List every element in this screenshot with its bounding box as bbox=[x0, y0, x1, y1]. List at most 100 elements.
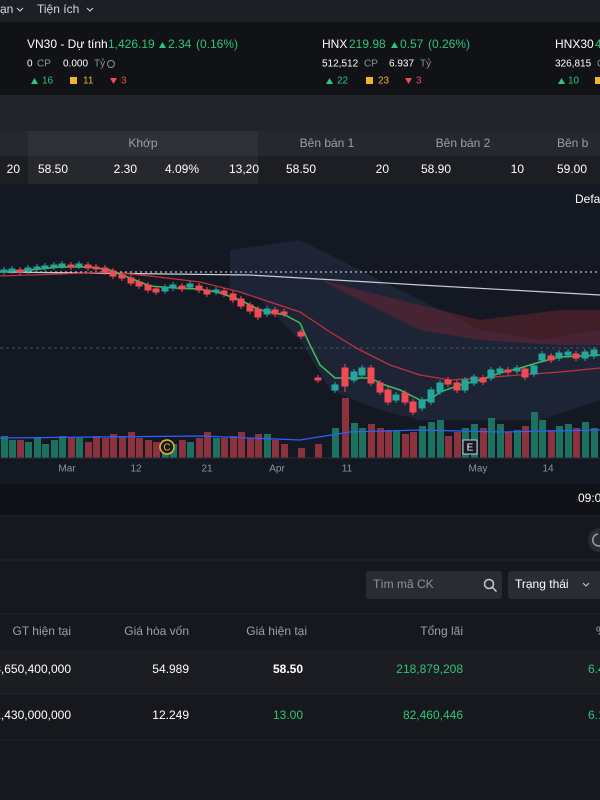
table-cell: 12.249 bbox=[152, 708, 189, 722]
up-icon bbox=[159, 42, 166, 48]
table-cell: 82,460,446 bbox=[403, 708, 463, 722]
index-volume: 0 bbox=[27, 59, 33, 70]
index-amount: 6.937 bbox=[389, 59, 414, 70]
table-cell: 218,879,208 bbox=[396, 662, 463, 676]
table-header: GT hiện tại bbox=[13, 624, 71, 638]
table-cell: 6.4 bbox=[588, 662, 600, 676]
board-cell: 4.09% bbox=[165, 162, 199, 176]
index-percent: (0.26%) bbox=[428, 37, 470, 51]
board-cell: 13,20 bbox=[229, 162, 259, 176]
index-value: 4 bbox=[595, 37, 600, 51]
index-name: HNX bbox=[322, 37, 347, 51]
chart-time: 09:0 bbox=[578, 491, 600, 505]
table-cell: 1,430,000,000 bbox=[0, 708, 71, 722]
down-count: 3 bbox=[416, 76, 422, 87]
x-axis-label: 21 bbox=[201, 464, 213, 475]
nav-bar bbox=[0, 0, 600, 22]
unit: Tỷ bbox=[94, 58, 105, 70]
x-axis-label: 11 bbox=[342, 464, 353, 475]
index-name: VN30 - Dự tính bbox=[27, 37, 108, 51]
search-box[interactable] bbox=[366, 571, 502, 599]
table-row[interactable] bbox=[0, 650, 600, 694]
board-header-cell: Khớp bbox=[128, 136, 158, 150]
cloud bbox=[320, 280, 600, 345]
down-icon bbox=[405, 78, 412, 84]
x-axis-label: Apr bbox=[269, 464, 285, 475]
board-header-cell: Bên bán 2 bbox=[436, 136, 491, 150]
board-cell: 10 bbox=[511, 162, 525, 176]
table-cell: 3,650,400,000 bbox=[0, 662, 71, 676]
event-marker-label: E bbox=[467, 443, 474, 454]
up-icon bbox=[391, 42, 398, 48]
flat-count: 11 bbox=[83, 76, 94, 87]
unit: CP bbox=[364, 59, 378, 70]
board-cell: 2.30 bbox=[114, 162, 138, 176]
up-icon bbox=[558, 78, 565, 84]
x-axis-label: 14 bbox=[542, 464, 554, 475]
up-icon bbox=[326, 78, 333, 84]
up-icon bbox=[31, 78, 38, 84]
nav-caret bbox=[16, 7, 24, 12]
board-cell: 59.00 bbox=[557, 162, 587, 176]
table-header: Giá hiện tại bbox=[246, 624, 307, 638]
volume-up bbox=[1, 412, 598, 458]
index-value: 219.98 bbox=[349, 37, 386, 51]
candles-down bbox=[16, 262, 580, 415]
flat-icon bbox=[366, 77, 373, 84]
board-cell: 20 bbox=[376, 162, 390, 176]
down-icon bbox=[110, 78, 117, 84]
nav-caret bbox=[86, 7, 94, 12]
index-name: HNX30 bbox=[555, 37, 594, 51]
index-volume: 326,815 bbox=[555, 59, 592, 70]
index-change: 0.57 bbox=[400, 37, 424, 51]
table-cell: 58.50 bbox=[273, 662, 303, 676]
chart-footer bbox=[0, 484, 600, 516]
table-cell: 13.00 bbox=[273, 708, 303, 722]
table-cell: 54.989 bbox=[152, 662, 189, 676]
info-icon[interactable] bbox=[107, 60, 115, 68]
refresh-button[interactable] bbox=[588, 528, 600, 552]
status-dropdown[interactable] bbox=[508, 571, 600, 599]
down-count: 3 bbox=[121, 76, 127, 87]
event-marker[interactable] bbox=[462, 439, 478, 455]
board-header-cell: Bên bán 1 bbox=[300, 136, 355, 150]
event-marker[interactable] bbox=[159, 439, 175, 455]
board-cell: 58.50 bbox=[38, 162, 68, 176]
volume-down bbox=[17, 398, 580, 458]
unit: Tỷ bbox=[420, 58, 431, 70]
unit: CP bbox=[597, 59, 600, 70]
candles-up bbox=[0, 261, 598, 411]
x-axis-label: May bbox=[469, 464, 488, 475]
unit: CP bbox=[37, 59, 51, 70]
board-row-group bbox=[28, 156, 258, 184]
board-cell: 58.90 bbox=[421, 162, 451, 176]
up-count: 10 bbox=[568, 76, 580, 87]
board-header-group bbox=[28, 131, 258, 156]
table-header: Tổng lãi bbox=[420, 624, 463, 638]
toolbar-band bbox=[0, 95, 600, 131]
search-icon bbox=[491, 586, 498, 593]
status-dropdown-label: Trạng thái bbox=[515, 577, 569, 591]
table-cell: 6.1 bbox=[588, 708, 600, 722]
volume-ma bbox=[0, 429, 600, 441]
board-header-cell: Bên b bbox=[557, 136, 589, 150]
flat-icon bbox=[70, 77, 77, 84]
nav-item[interactable]: Tiện ích bbox=[37, 2, 79, 16]
index-volume: 512,512 bbox=[322, 59, 359, 70]
table-header: Giá hòa vốn bbox=[124, 624, 189, 638]
table-header: % bbox=[596, 624, 600, 638]
up-count: 16 bbox=[42, 76, 54, 87]
chart-label[interactable]: Defa bbox=[575, 192, 600, 206]
board-cell: 58.50 bbox=[286, 162, 316, 176]
search-placeholder: Tìm mã CK bbox=[373, 577, 434, 591]
index-amount: 0.000 bbox=[63, 59, 88, 70]
x-axis-label: Mar bbox=[58, 464, 76, 475]
index-bar bbox=[0, 22, 600, 95]
nav-item[interactable]: ạn bbox=[0, 2, 13, 16]
flat-icon bbox=[595, 77, 600, 84]
dropdown-caret bbox=[582, 582, 590, 587]
up-count: 22 bbox=[337, 76, 349, 87]
search-icon bbox=[483, 578, 495, 590]
